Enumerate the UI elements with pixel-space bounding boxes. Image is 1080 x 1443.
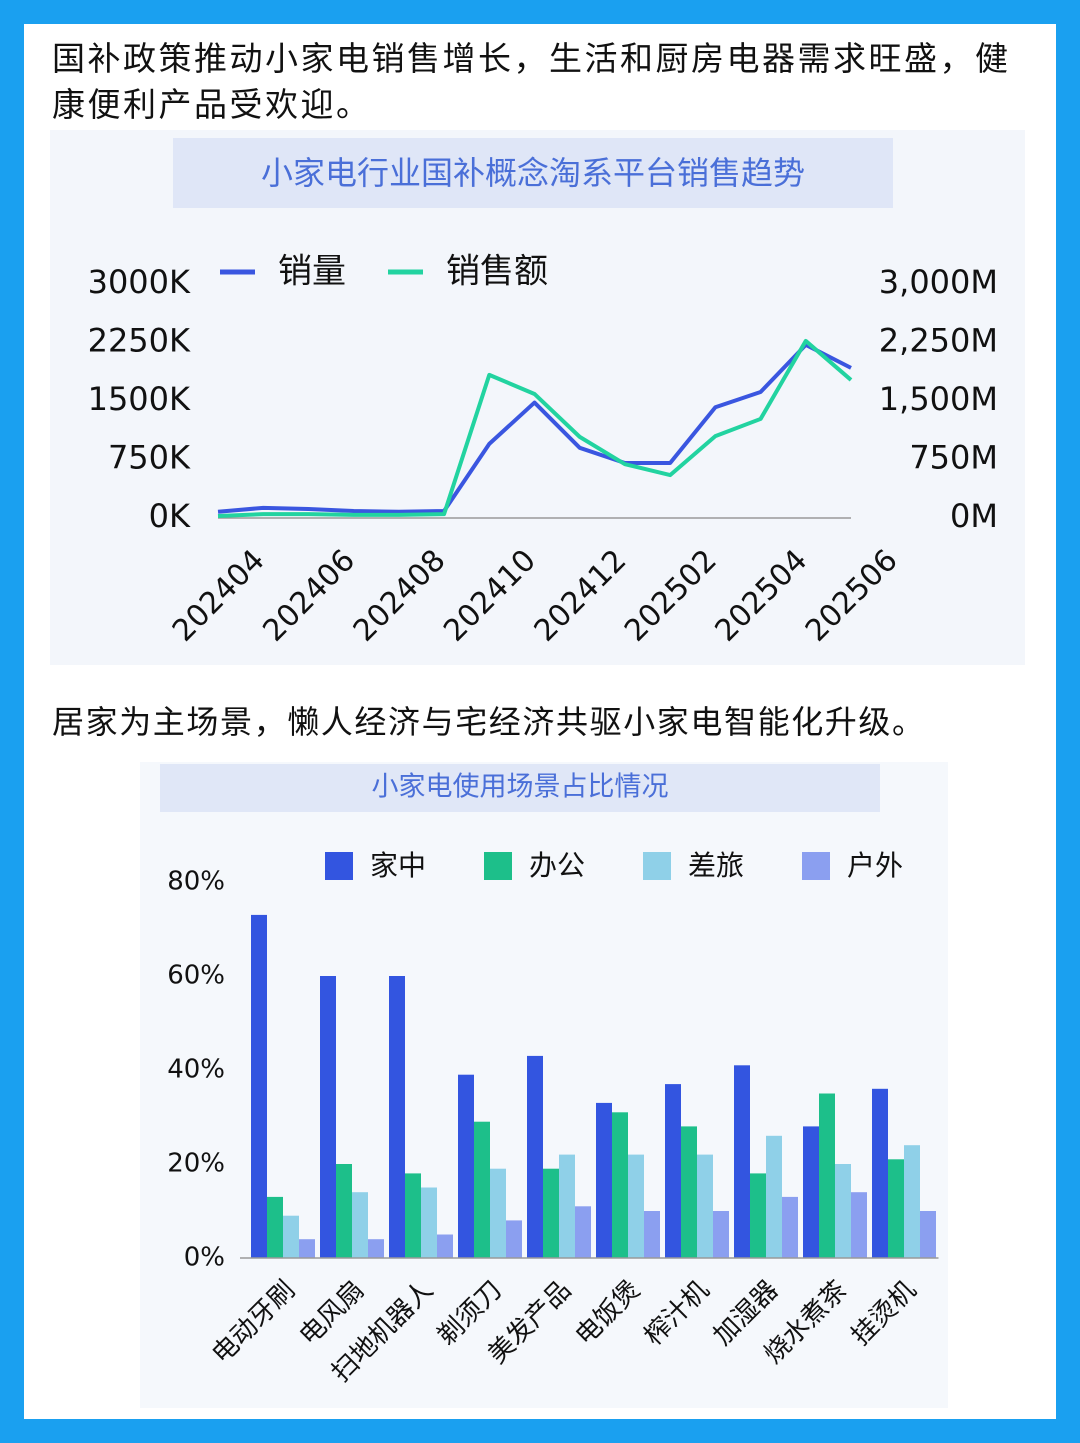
y-tick-label: 80% bbox=[167, 867, 225, 897]
y2-tick-label: 2,250M bbox=[879, 322, 998, 360]
legend-swatch bbox=[484, 852, 512, 880]
bar bbox=[368, 1239, 384, 1258]
bar bbox=[543, 1168, 559, 1258]
y2-tick-label: 1,500M bbox=[879, 380, 998, 418]
caption: 国补政策推动小家电销售增长，生活和厨房电器需求旺盛，健康便利产品受欢迎。 bbox=[52, 39, 1011, 124]
bar bbox=[734, 1065, 750, 1258]
legend-label: 家中 bbox=[370, 849, 426, 882]
chart-title: 小家电使用场景占比情况 bbox=[372, 772, 669, 803]
bar bbox=[596, 1102, 612, 1258]
legend-swatch bbox=[643, 852, 671, 880]
bar bbox=[320, 976, 336, 1258]
y-tick-label: 3000K bbox=[88, 263, 191, 301]
y-tick-label: 1500K bbox=[88, 380, 191, 418]
legend-label: 差旅 bbox=[688, 849, 744, 882]
chart-title: 小家电行业国补概念淘系平台销售趋势 bbox=[261, 154, 805, 192]
legend-swatch bbox=[802, 852, 830, 880]
bar bbox=[803, 1126, 819, 1258]
bar bbox=[267, 1196, 283, 1258]
bar bbox=[697, 1154, 713, 1258]
bar bbox=[490, 1168, 506, 1258]
y2-tick-label: 3,000M bbox=[879, 263, 998, 301]
bar bbox=[888, 1159, 904, 1258]
bar bbox=[766, 1135, 782, 1258]
bar bbox=[681, 1126, 697, 1258]
y-tick-label: 750K bbox=[108, 439, 191, 477]
bar bbox=[628, 1154, 644, 1258]
bar bbox=[713, 1211, 729, 1258]
title-box bbox=[160, 764, 880, 812]
bar bbox=[644, 1211, 660, 1258]
y-tick-label: 2250K bbox=[88, 322, 191, 360]
legend-swatch bbox=[325, 852, 353, 880]
legend-label: 办公 bbox=[529, 849, 585, 882]
bar bbox=[405, 1173, 421, 1258]
bar bbox=[612, 1112, 628, 1258]
bar bbox=[782, 1196, 798, 1258]
y-tick-label: 0K bbox=[149, 497, 191, 535]
series-line bbox=[217, 338, 853, 519]
y-tick-label: 40% bbox=[167, 1055, 225, 1085]
bar bbox=[437, 1234, 453, 1258]
bar bbox=[575, 1206, 591, 1258]
title-box bbox=[173, 138, 893, 208]
y-tick-label: 60% bbox=[167, 961, 225, 991]
bar bbox=[872, 1088, 888, 1258]
bar bbox=[283, 1215, 299, 1258]
legend-label: 户外 bbox=[847, 849, 903, 882]
y2-tick-label: 0M bbox=[950, 497, 998, 535]
y-tick-label: 20% bbox=[167, 1149, 225, 1179]
bar bbox=[474, 1121, 490, 1258]
series-line bbox=[217, 342, 852, 514]
bar bbox=[352, 1192, 368, 1258]
bar bbox=[835, 1164, 851, 1258]
bar bbox=[750, 1173, 766, 1258]
y2-tick-label: 750M bbox=[909, 439, 998, 477]
bar bbox=[421, 1187, 437, 1258]
bar bbox=[336, 1164, 352, 1258]
bar bbox=[559, 1154, 575, 1258]
bar bbox=[506, 1220, 522, 1258]
y-tick-label: 0% bbox=[184, 1243, 225, 1273]
bar bbox=[904, 1145, 920, 1258]
bar bbox=[851, 1192, 867, 1258]
bar bbox=[920, 1211, 936, 1258]
legend-label: 销量 bbox=[278, 252, 346, 292]
caption: 居家为主场景，懒人经济与宅经济共驱小家电智能化升级。 bbox=[52, 703, 926, 741]
bar bbox=[665, 1084, 681, 1258]
bar bbox=[299, 1239, 315, 1258]
bar bbox=[819, 1093, 835, 1258]
bar bbox=[389, 976, 405, 1258]
legend-label: 销售额 bbox=[446, 252, 548, 292]
bar bbox=[527, 1055, 543, 1258]
bar bbox=[251, 914, 267, 1258]
bar bbox=[458, 1074, 474, 1258]
